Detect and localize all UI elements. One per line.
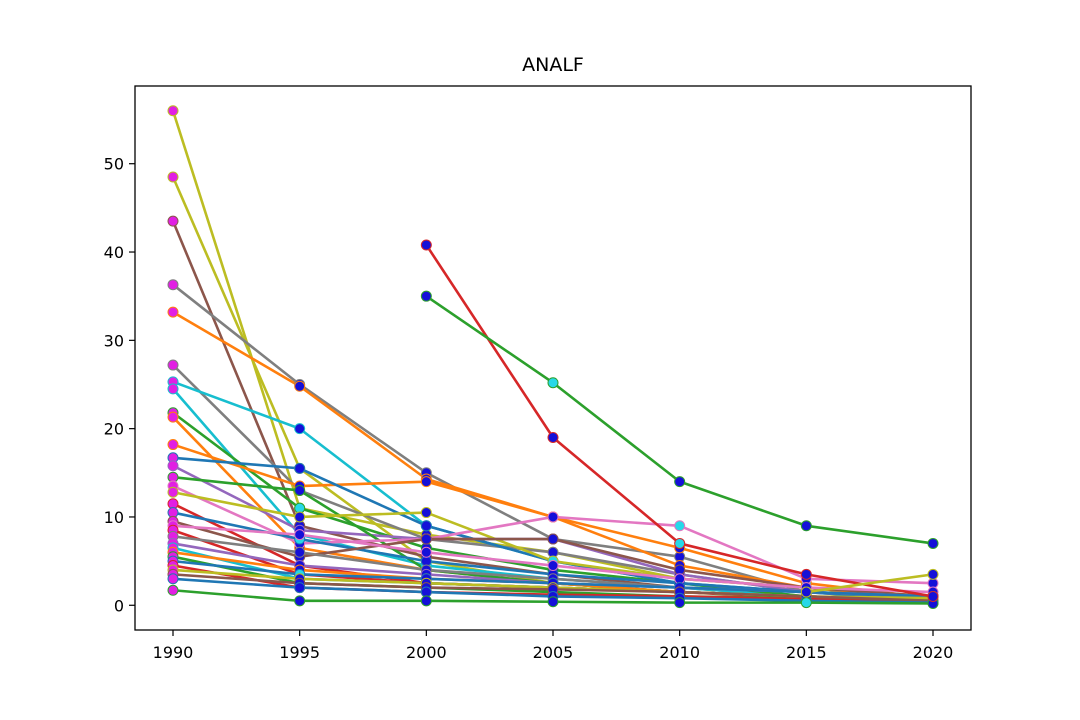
- data-point: [927, 590, 939, 602]
- data-point: [547, 377, 559, 389]
- y-tick-label: 40: [104, 243, 124, 262]
- data-point: [167, 573, 179, 585]
- y-tick-label: 50: [104, 155, 124, 174]
- data-point: [420, 476, 432, 488]
- data-point: [800, 520, 812, 532]
- data-point: [167, 411, 179, 423]
- data-point: [167, 439, 179, 451]
- data-point: [167, 460, 179, 472]
- x-tick-label: 2015: [786, 643, 827, 662]
- series-line-35: [805, 573, 935, 594]
- data-point: [294, 529, 306, 541]
- axes-layer: 1990 1995 2000 2005 2010 2015 2020 0 10 20 30 40 50: [104, 85, 972, 662]
- data-point: [294, 595, 306, 607]
- y-tick-label: 20: [104, 420, 124, 439]
- x-tick-label: 2005: [533, 643, 574, 662]
- data-point: [167, 359, 179, 371]
- data-point: [927, 537, 939, 549]
- data-point: [294, 380, 306, 392]
- data-point: [420, 239, 432, 251]
- data-point: [294, 423, 306, 435]
- data-point: [420, 533, 432, 545]
- data-point: [294, 582, 306, 594]
- y-tick-label: 0: [114, 596, 124, 615]
- x-tick-label: 2000: [406, 643, 447, 662]
- y-tick-label: 10: [104, 508, 124, 527]
- data-point: [547, 560, 559, 572]
- data-point: [420, 546, 432, 558]
- data-point: [167, 171, 179, 183]
- data-point: [420, 520, 432, 532]
- data-point: [420, 595, 432, 607]
- data-point: [167, 383, 179, 395]
- data-point: [800, 568, 812, 580]
- data-point: [674, 520, 686, 532]
- data-point: [167, 215, 179, 227]
- data-point: [167, 306, 179, 318]
- data-point: [800, 586, 812, 598]
- data-point: [167, 584, 179, 596]
- x-tick-label: 2010: [659, 643, 700, 662]
- data-point: [674, 537, 686, 549]
- data-point: [547, 533, 559, 545]
- data-point: [547, 431, 559, 443]
- data-point: [294, 484, 306, 496]
- x-tick-label: 1995: [279, 643, 320, 662]
- y-tick-label: 30: [104, 331, 124, 350]
- x-tick-label: 1990: [153, 643, 194, 662]
- x-tick-label: 2020: [913, 643, 954, 662]
- data-point: [674, 597, 686, 609]
- chart-title: ANALF: [522, 54, 584, 76]
- data-point: [674, 476, 686, 488]
- data-point: [167, 486, 179, 498]
- data-point: [420, 507, 432, 519]
- data-point: [927, 568, 939, 580]
- data-point: [294, 462, 306, 474]
- series-layer: [167, 105, 939, 610]
- data-point: [800, 597, 812, 609]
- data-point: [294, 511, 306, 523]
- data-point: [294, 546, 306, 558]
- data-point: [167, 105, 179, 117]
- data-point: [547, 596, 559, 608]
- data-point: [420, 290, 432, 302]
- data-point: [167, 279, 179, 291]
- data-point: [547, 511, 559, 523]
